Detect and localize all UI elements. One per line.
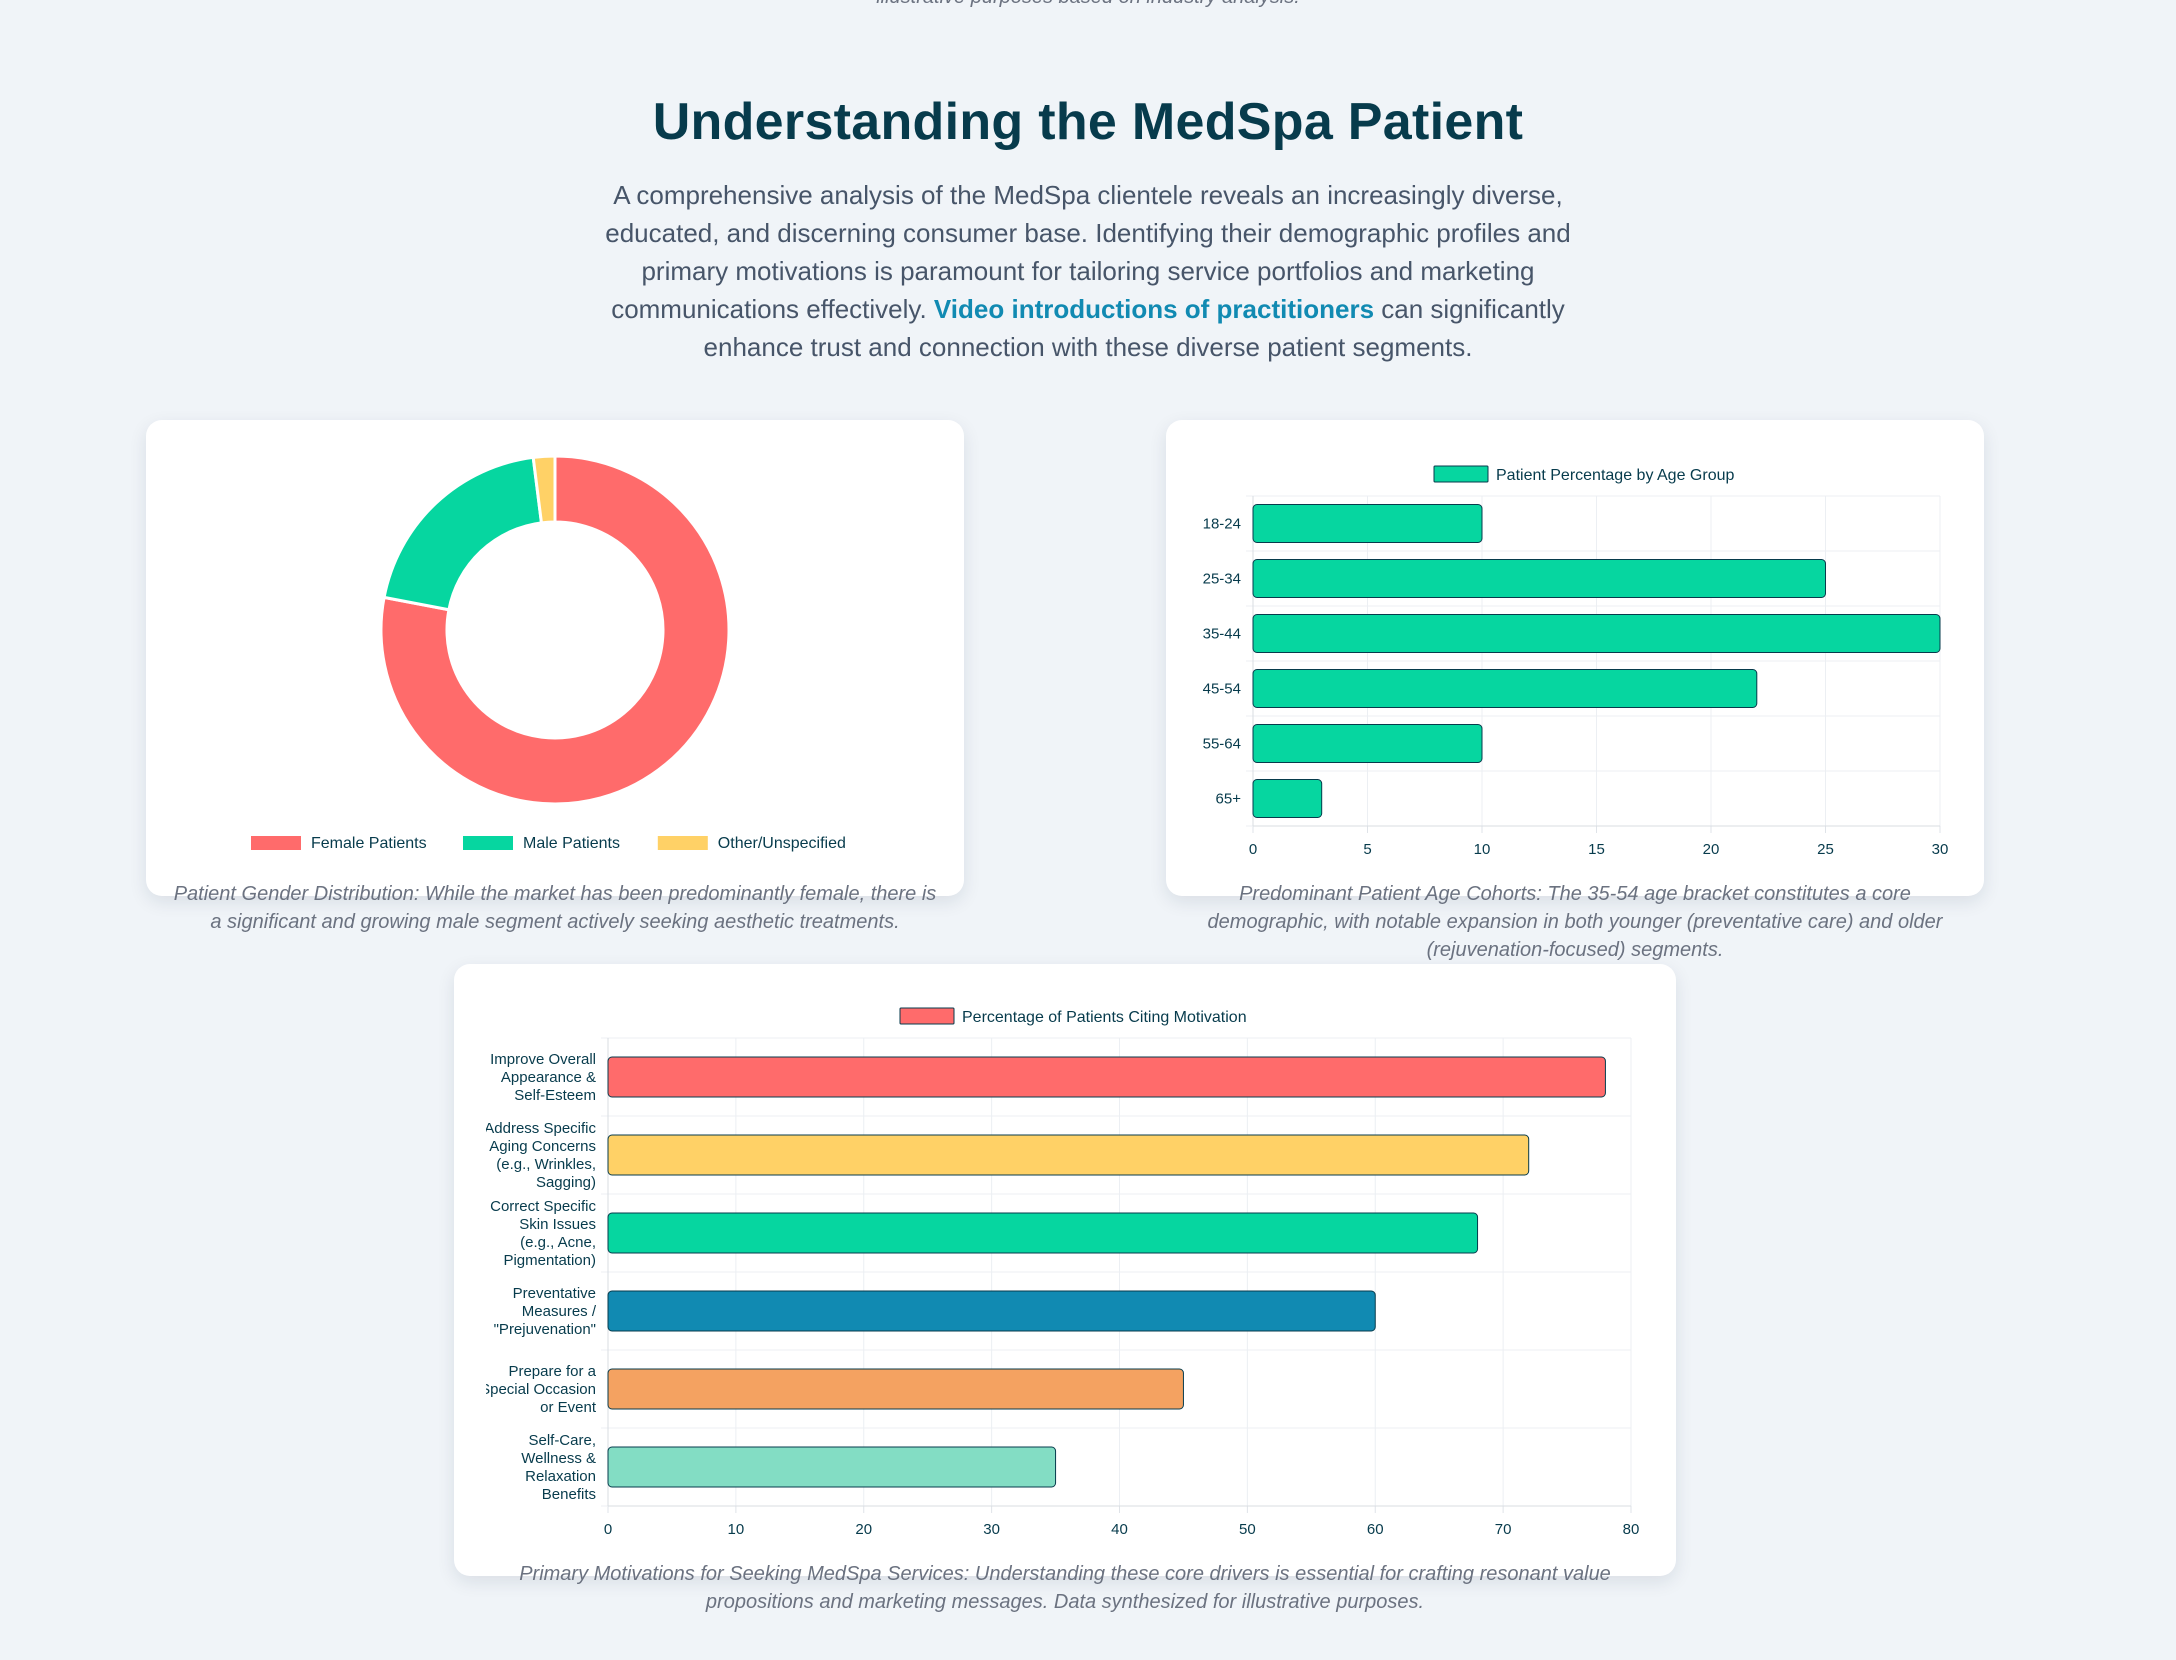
- gender-chart-caption: Patient Gender Distribution: While the m…: [173, 883, 937, 933]
- bar-preventative-measures-prejuvenation: [607, 1290, 1376, 1332]
- gender-donut-chart: Female Patients Male Patients Other/Unspec…: [251, 454, 846, 852]
- y-tick-label: Self-Care,: [528, 1432, 596, 1449]
- motivation-bar-chart: Percentage of Patients Citing Motivation…: [480, 1007, 1640, 1538]
- y-tick-label: Special Occasion: [480, 1381, 596, 1398]
- top-note: illustrative purposes based on industry …: [0, 0, 2176, 9]
- x-tick-label: 30: [1932, 841, 1949, 858]
- donut-slice-female-patients: [379, 454, 731, 806]
- age-chart-caption: Predominant Patient Age Cohorts: The 35-…: [1207, 883, 1943, 961]
- bar-55-64: [1252, 724, 1483, 763]
- y-tick-label: 45-54: [1203, 681, 1241, 698]
- x-tick-label: 20: [1703, 841, 1720, 858]
- x-tick-label: 30: [983, 1521, 1000, 1538]
- bar-correct-specific-skin-issues-e-g-acne-pigmentation: [607, 1212, 1479, 1254]
- x-tick-label: 70: [1495, 1521, 1512, 1538]
- bar-address-specific-aging-concerns-e-g-wrinkles-sagging: [607, 1134, 1530, 1176]
- bar-45-54: [1252, 669, 1758, 708]
- y-tick-label: Self-Esteem: [514, 1087, 596, 1104]
- bar-prepare-for-a-special-occasion-or-event: [607, 1368, 1184, 1410]
- x-tick-label: 50: [1239, 1521, 1256, 1538]
- y-tick-label: 25-34: [1203, 571, 1241, 588]
- legend-swatch-male-patients: [463, 836, 513, 850]
- y-tick-label: Wellness &: [521, 1450, 596, 1467]
- legend-swatch-other-unspecified: [657, 836, 708, 850]
- y-tick-label: 35-44: [1203, 626, 1241, 643]
- legend-label-female-patients: Female Patients: [311, 835, 427, 852]
- x-tick-label: 15: [1588, 841, 1605, 858]
- y-tick-label: Sagging): [536, 1174, 596, 1191]
- y-tick-label: Appearance &: [501, 1069, 596, 1086]
- y-tick-label: 18-24: [1203, 516, 1241, 533]
- practitioner-videos-link[interactable]: Video introductions of practitioners: [933, 294, 1375, 324]
- y-tick-label: Improve Overall: [490, 1051, 596, 1068]
- legend-swatch: [899, 1007, 955, 1025]
- y-tick-label: (e.g., Acne,: [520, 1234, 596, 1251]
- legend-label-male-patients: Male Patients: [523, 835, 620, 852]
- section-title: Understanding the MedSpa Patient: [652, 93, 1524, 151]
- gender-chart-card: Female Patients Male Patients Other/Unspec…: [146, 420, 964, 896]
- x-tick-label: 0: [604, 1521, 612, 1538]
- x-tick-label: 40: [1111, 1521, 1128, 1538]
- y-tick-label: "Prejuvenation": [494, 1321, 596, 1338]
- bar-improve-overall-appearance-self-esteem: [607, 1056, 1606, 1098]
- legend-label-other-unspecified: Other/Unspecified: [718, 835, 846, 852]
- motivation-chart-caption: Primary Motivations for Seeking MedSpa S…: [519, 1563, 1611, 1613]
- x-tick-label: 20: [855, 1521, 872, 1538]
- intro-text-end: can significantly enhance trust and conn…: [703, 294, 1565, 362]
- donut-slice-male-patients: [382, 455, 544, 612]
- y-tick-label: Relaxation: [525, 1468, 596, 1485]
- x-tick-label: 5: [1363, 841, 1371, 858]
- legend-label: Patient Percentage by Age Group: [1496, 467, 1734, 484]
- legend-swatch-female-patients: [251, 836, 301, 850]
- x-tick-label: 10: [728, 1521, 745, 1538]
- bar-self-care-wellness-relaxation-benefits: [607, 1446, 1057, 1488]
- bar-35-44: [1252, 614, 1941, 653]
- section-intro: A comprehensive analysis of the MedSpa c…: [568, 176, 1608, 366]
- age-bar-chart: Patient Percentage by Age Group 0 5 10 15 20 2…: [1203, 465, 1949, 858]
- x-tick-label: 60: [1367, 1521, 1384, 1538]
- y-tick-label: (e.g., Wrinkles,: [496, 1156, 596, 1173]
- y-tick-label: Measures /: [522, 1303, 597, 1320]
- y-tick-label: or Event: [540, 1399, 597, 1416]
- x-tick-label: 10: [1474, 841, 1491, 858]
- y-tick-label: Aging Concerns: [489, 1138, 596, 1155]
- bar-25-34: [1252, 559, 1826, 598]
- motivation-chart-card: Percentage of Patients Citing Motivation…: [454, 964, 1676, 1576]
- y-tick-label: Preventative: [513, 1285, 596, 1302]
- y-tick-label: Skin Issues: [519, 1216, 596, 1233]
- legend-label: Percentage of Patients Citing Motivation: [962, 1009, 1247, 1026]
- intro-text-start: A comprehensive analysis of the MedSpa c…: [605, 180, 1571, 324]
- legend-swatch: [1433, 465, 1489, 483]
- bar-65: [1252, 779, 1323, 818]
- y-tick-label: 65+: [1216, 791, 1242, 808]
- x-tick-label: 80: [1623, 1521, 1640, 1538]
- age-chart-card: Patient Percentage by Age Group 0 5 10 15 20 2…: [1166, 420, 1984, 896]
- y-tick-label: 55-64: [1203, 736, 1241, 753]
- bar-18-24: [1252, 504, 1483, 543]
- donut-slice-other-unspecified: [531, 454, 557, 525]
- y-tick-label: Prepare for a: [508, 1363, 596, 1380]
- y-tick-label: Correct Specific: [490, 1198, 596, 1215]
- x-tick-label: 0: [1249, 841, 1257, 858]
- y-tick-labels: 18-24 25-34 35-44 45-54 55-64 65+: [1203, 516, 1242, 808]
- y-tick-label: Pigmentation): [503, 1252, 596, 1269]
- y-tick-label: Address Specific: [484, 1120, 596, 1137]
- y-tick-label: Benefits: [542, 1486, 596, 1503]
- x-tick-label: 25: [1817, 841, 1834, 858]
